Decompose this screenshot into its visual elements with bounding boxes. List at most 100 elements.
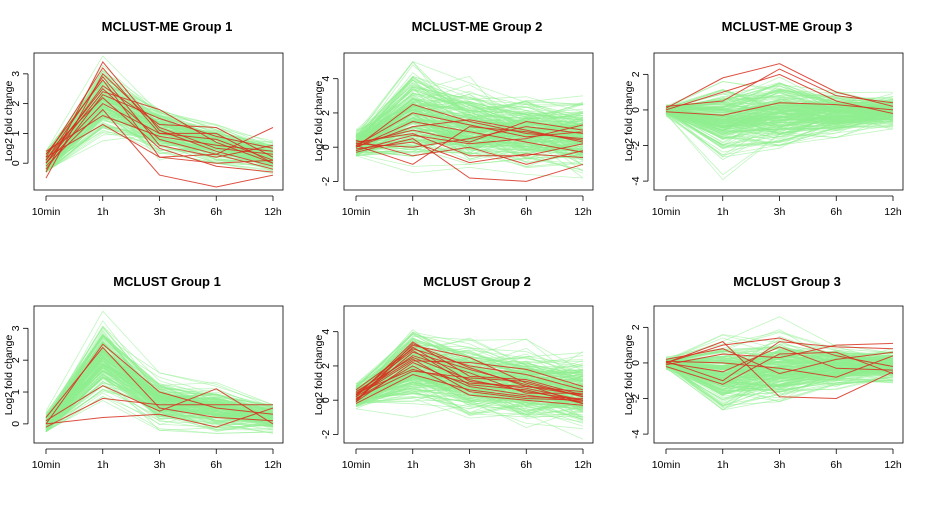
y-tick-label: 4 <box>320 329 332 335</box>
highlight-lines <box>355 103 584 182</box>
background-line <box>355 60 584 137</box>
series-line <box>45 385 274 425</box>
panel-title: MCLUST-ME Group 1 <box>102 19 233 34</box>
series-line <box>45 407 274 428</box>
background-line <box>355 393 584 405</box>
background-line <box>45 113 274 173</box>
x-tick-label: 1h <box>407 206 419 218</box>
y-tick-label: 0 <box>630 107 642 113</box>
highlight-lines <box>665 63 894 116</box>
y-tick-label: 0 <box>320 144 332 150</box>
background-line <box>665 97 894 119</box>
background-line <box>45 348 274 418</box>
series-line <box>45 94 274 170</box>
series-line <box>355 132 584 157</box>
y-tick-label: 1 <box>10 130 22 136</box>
series-line <box>45 102 274 164</box>
y-tick-label: -4 <box>630 429 642 438</box>
panel-mclust-me-group-1: MCLUST-ME Group 1 Log2 fold change 10min… <box>3 19 284 218</box>
x-tick-label: 10min <box>342 206 371 218</box>
y-tick-label: 2 <box>320 110 332 116</box>
series-line <box>665 348 894 375</box>
background-line <box>665 363 894 402</box>
series-line <box>665 355 894 378</box>
y-tick-label: 4 <box>320 76 332 82</box>
background-line <box>665 366 894 393</box>
series-line <box>665 102 894 116</box>
plot-frame <box>653 305 904 444</box>
x-tick-label: 12h <box>884 459 902 471</box>
highlight-lines <box>355 341 584 406</box>
x-axis: 10min 1h 3h 6h 12h <box>342 448 592 471</box>
background-line <box>665 360 894 380</box>
series-line <box>45 108 274 188</box>
background-line <box>355 121 584 158</box>
background-line <box>355 403 584 423</box>
y-axis-label: Log2 fold change <box>313 81 325 162</box>
background-line <box>665 365 894 388</box>
y-axis-label: Log2 fold change <box>3 81 15 162</box>
y-tick-label: -2 <box>630 394 642 403</box>
background-line <box>355 104 584 135</box>
x-tick-label: 3h <box>774 459 786 471</box>
x-axis: 10min 1h 3h 6h 12h <box>652 448 902 471</box>
y-tick-label: 0 <box>10 421 22 427</box>
x-tick-label: 10min <box>342 459 371 471</box>
y-axis: -4 -2 0 2 <box>630 71 649 186</box>
background-line <box>355 75 584 138</box>
x-tick-label: 12h <box>884 206 902 218</box>
background-line <box>45 364 274 428</box>
y-tick-label: -4 <box>630 176 642 185</box>
series-line <box>355 349 584 405</box>
y-tick-label: 1 <box>10 389 22 395</box>
plot-frame <box>343 52 594 191</box>
background-line <box>45 373 274 425</box>
y-tick-label: -2 <box>320 430 332 439</box>
background-line <box>355 92 584 147</box>
background-line <box>665 367 894 411</box>
series-line <box>665 341 894 400</box>
background-line <box>355 382 584 415</box>
background-line <box>665 108 894 128</box>
series-line <box>665 341 894 382</box>
panel-mclust-group-3: MCLUST Group 3 Log2 fold change 10min 1h 3… <box>623 274 904 471</box>
background-line <box>355 141 584 157</box>
panel-title: MCLUST Group 3 <box>733 274 841 289</box>
series-line <box>355 365 584 406</box>
background-line <box>355 334 584 387</box>
x-tick-label: 10min <box>32 206 61 218</box>
y-tick-label: 0 <box>630 360 642 366</box>
background-line <box>665 97 894 117</box>
background-line <box>665 92 894 113</box>
series-line <box>355 120 584 145</box>
background-line <box>45 351 274 425</box>
background-line <box>665 82 894 112</box>
x-tick-label: 1h <box>717 459 729 471</box>
background-line <box>665 105 894 141</box>
x-tick-label: 1h <box>407 459 419 471</box>
series-line <box>355 139 584 165</box>
series-line <box>355 141 584 164</box>
x-tick-label: 6h <box>520 459 532 471</box>
plot-frame <box>33 305 284 444</box>
series-line <box>355 355 583 396</box>
series-line <box>45 397 273 428</box>
background-line <box>355 84 584 137</box>
x-tick-label: 3h <box>464 206 476 218</box>
y-axis-label: Log2 fold change <box>623 335 635 416</box>
plot-frame <box>653 52 904 191</box>
background-line <box>355 96 584 131</box>
panel-title: MCLUST-ME Group 3 <box>722 19 853 34</box>
panel-mclust-me-group-3: MCLUST-ME Group 3 Log2 fold change 10min… <box>623 19 904 218</box>
series-line <box>665 63 894 109</box>
y-tick-label: 3 <box>10 71 22 77</box>
series-line <box>355 124 584 152</box>
panel-title: MCLUST Group 2 <box>423 274 531 289</box>
x-tick-label: 6h <box>830 459 842 471</box>
series-line <box>45 75 274 161</box>
y-axis-label: Log2 fold change <box>623 81 635 162</box>
series-line <box>355 126 584 148</box>
y-tick-label: -2 <box>320 177 332 186</box>
background-line <box>45 69 274 163</box>
